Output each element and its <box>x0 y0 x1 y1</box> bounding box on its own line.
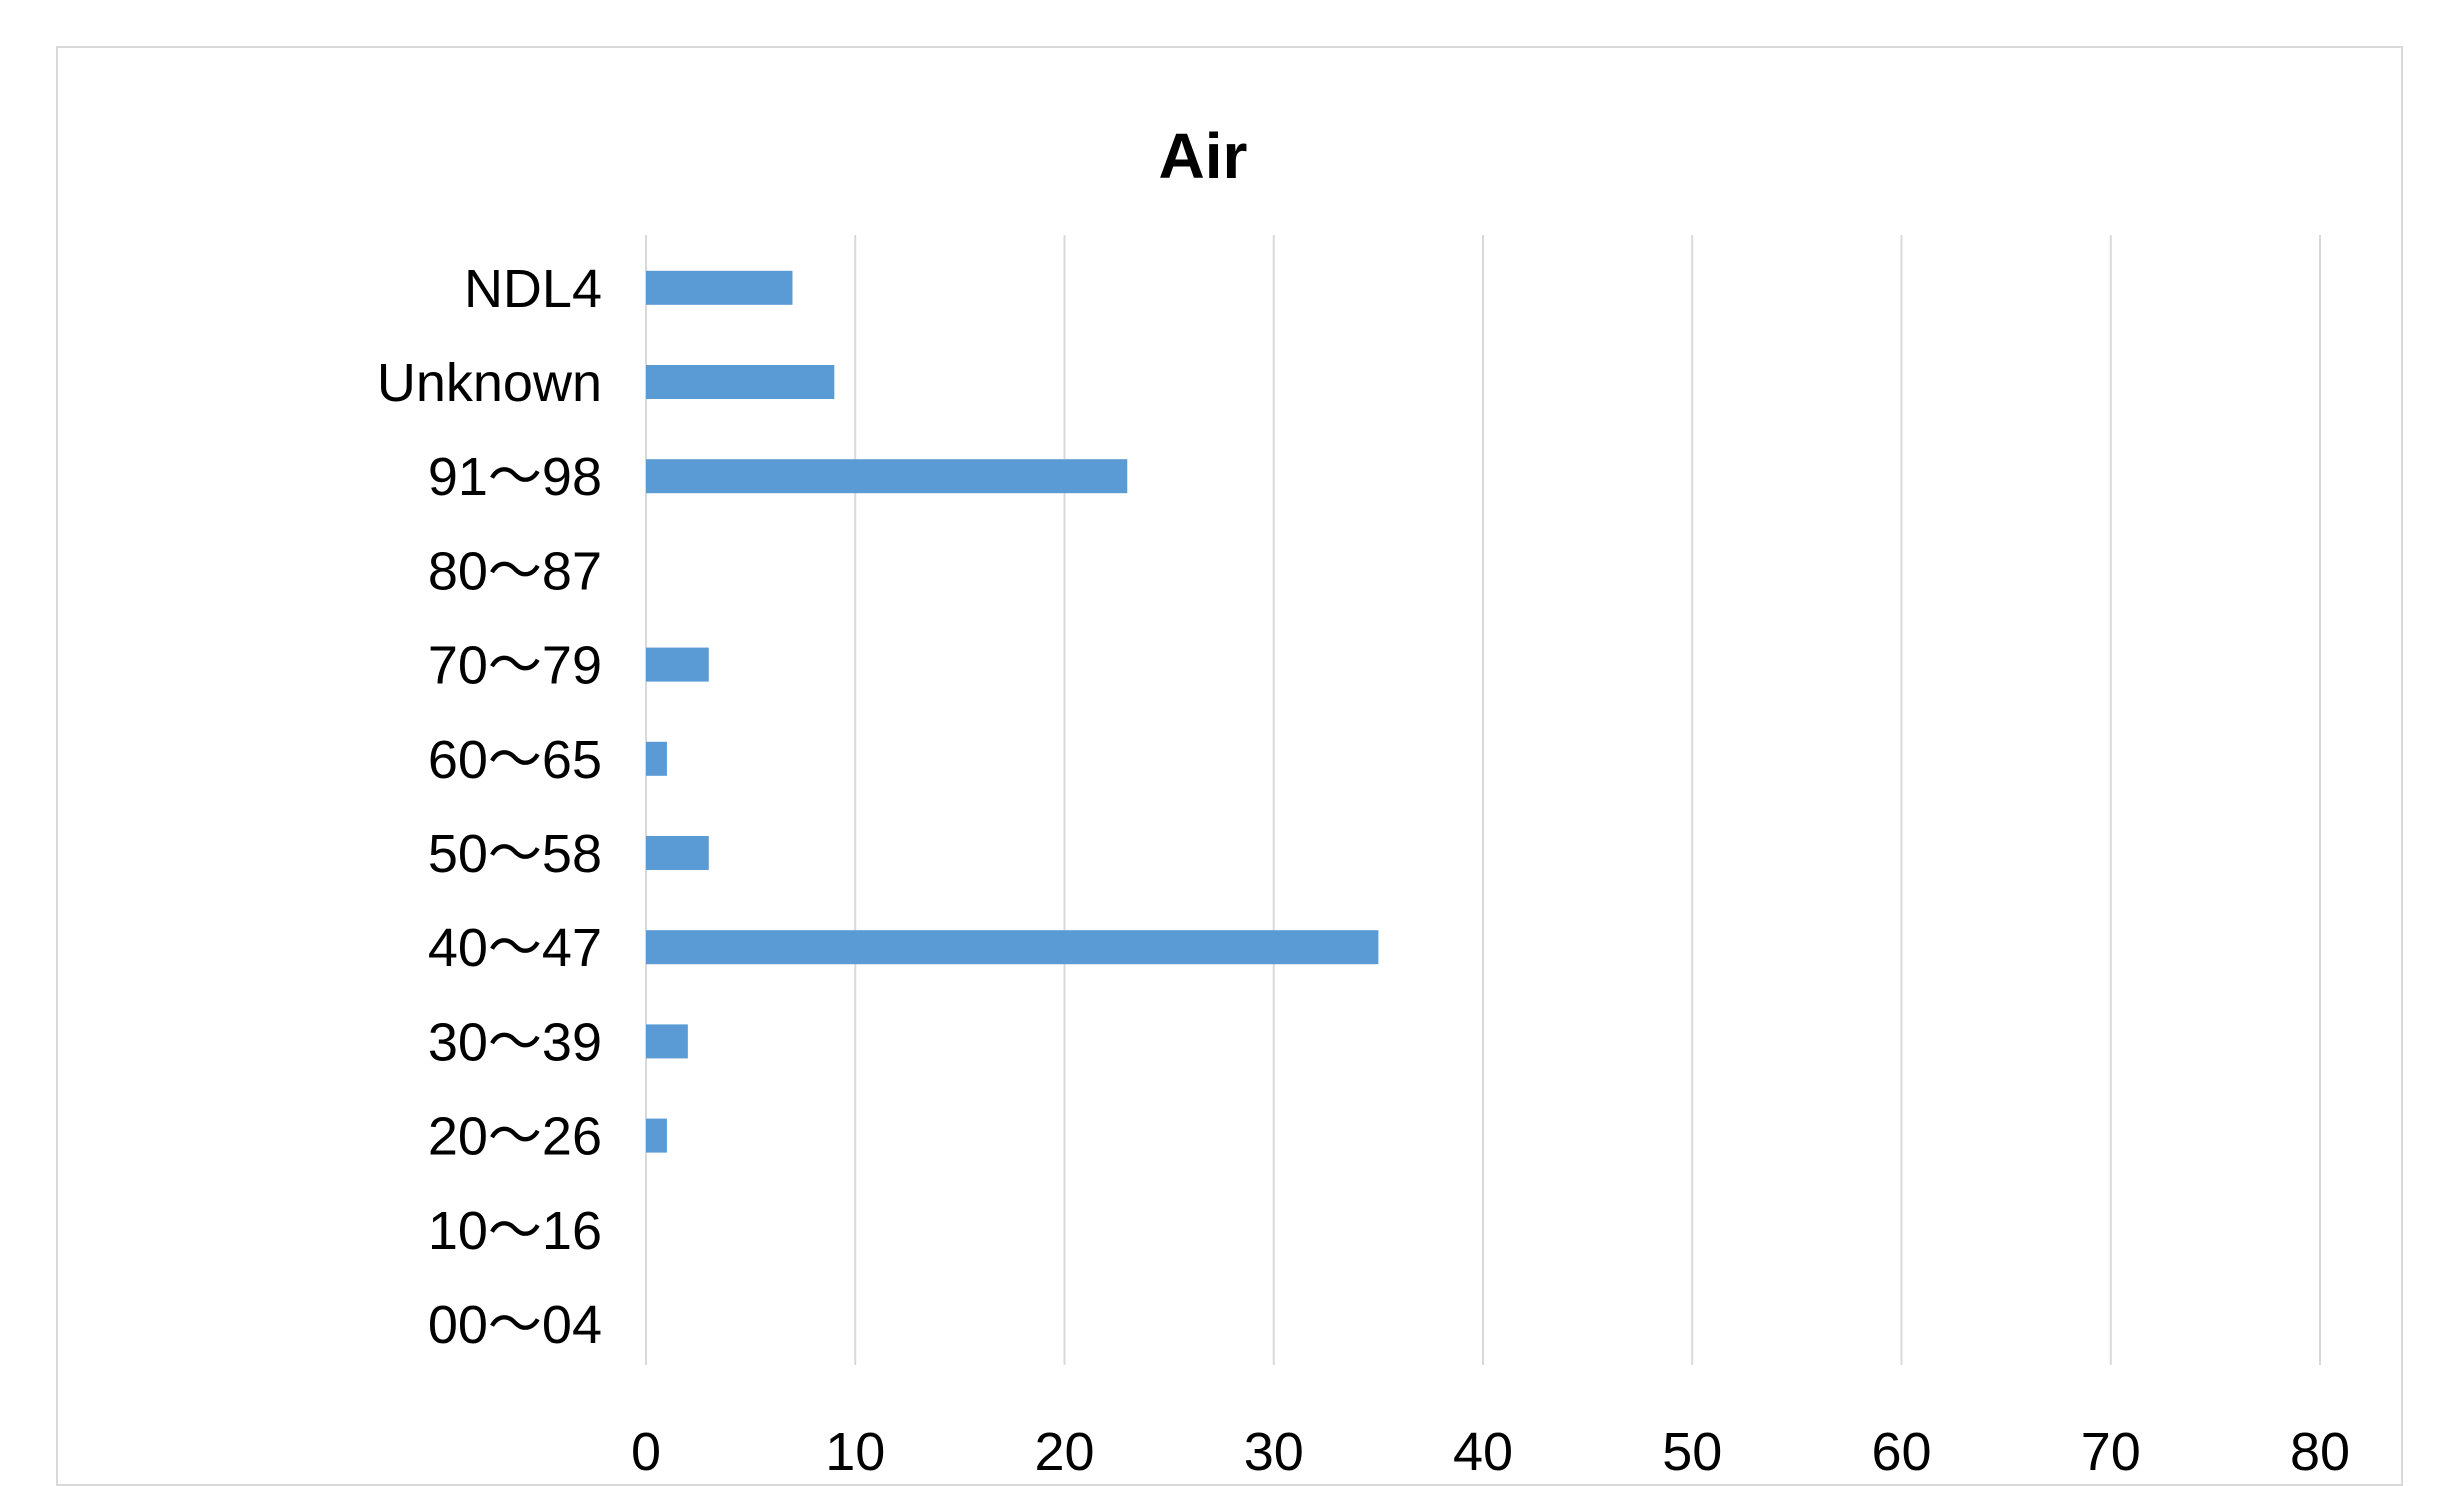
bar-10 <box>646 365 835 399</box>
y-tick-label: 20～26 <box>428 1107 602 1167</box>
y-tick-label: 00～04 <box>428 1295 602 1355</box>
bar-6 <box>646 741 667 776</box>
bar-4 <box>646 930 1379 965</box>
x-tick-label: 30 <box>1244 1422 1304 1473</box>
gridlines <box>645 235 2321 1365</box>
y-tick-label: Unknown <box>377 353 602 413</box>
x-tick-label: 60 <box>1871 1422 1931 1473</box>
x-tick-label: 70 <box>2081 1422 2141 1473</box>
bar-5 <box>646 836 709 870</box>
chart-title: Air <box>1159 120 1248 192</box>
y-tick-label: 40～47 <box>428 918 602 978</box>
y-tick-label: NDL4 <box>464 259 602 319</box>
y-tick-label: 60～65 <box>428 730 602 790</box>
y-tick-label: 10～16 <box>428 1201 602 1261</box>
x-tick-label: 20 <box>1034 1422 1094 1473</box>
y-tick-label: 91～98 <box>428 447 602 507</box>
x-tick-label: 40 <box>1453 1422 1513 1473</box>
y-tick-label: 30～39 <box>428 1012 602 1072</box>
bar-3 <box>646 1024 688 1059</box>
x-tick-label: 50 <box>1662 1422 1722 1473</box>
bar-11 <box>646 270 793 305</box>
bar-9 <box>646 459 1128 494</box>
x-tick-label: 10 <box>825 1422 885 1473</box>
bar-2 <box>646 1118 667 1153</box>
x-tick-label: 80 <box>2290 1422 2350 1473</box>
y-axis-labels: 00～04 10～16 20～26 30～39 40～47 50～58 60～65 70～79… <box>377 259 602 1355</box>
y-tick-label: 70～79 <box>428 636 602 696</box>
bar-7 <box>646 647 709 682</box>
y-tick-label: 80～87 <box>428 541 602 601</box>
x-tick-label: 0 <box>631 1422 661 1473</box>
bars <box>646 270 1379 1153</box>
y-tick-label: 50～58 <box>428 824 602 884</box>
x-axis-labels: 0 10 20 30 40 50 60 70 80 <box>631 1422 2350 1473</box>
chart-frame <box>56 46 2403 1486</box>
